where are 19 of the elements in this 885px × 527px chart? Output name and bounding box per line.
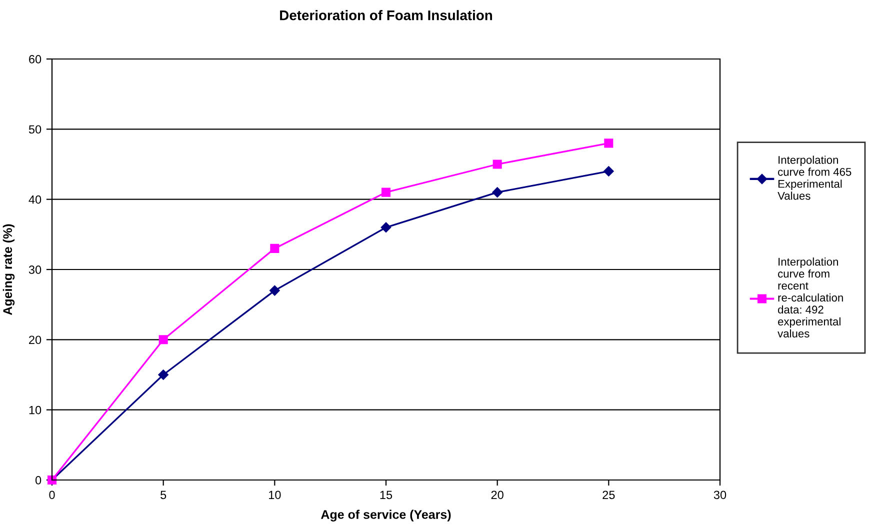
y-tick-label: 60 <box>29 55 42 64</box>
x-tick-label: 15 <box>380 490 392 500</box>
legend-label: Interpolation curve from recent re-calculation data: 492 experimental values <box>778 258 843 338</box>
legend-label: Interpolation curve from 465 Experimental Values <box>778 156 852 200</box>
chart-title: Deterioration of Foam Insulation <box>280 10 492 20</box>
x-tick-label: 25 <box>602 490 615 500</box>
y-tick-label: 20 <box>29 336 42 344</box>
y-tick-label: 0 <box>35 476 42 484</box>
y-tick-label: 40 <box>28 195 42 204</box>
y-tick-label: 10 <box>29 406 42 414</box>
y-axis-title: Ageing rate (%) <box>2 224 15 316</box>
x-tick-label: 30 <box>714 490 726 500</box>
x-tick-label: 5 <box>160 490 166 500</box>
x-tick-label: 0 <box>49 490 55 500</box>
y-tick-label: 30 <box>28 266 42 274</box>
y-tick-label: 50 <box>28 125 42 134</box>
x-tick-label: 10 <box>269 490 281 500</box>
x-axis-title: Age of service (Years) <box>321 510 451 522</box>
x-tick-label: 20 <box>491 490 504 500</box>
